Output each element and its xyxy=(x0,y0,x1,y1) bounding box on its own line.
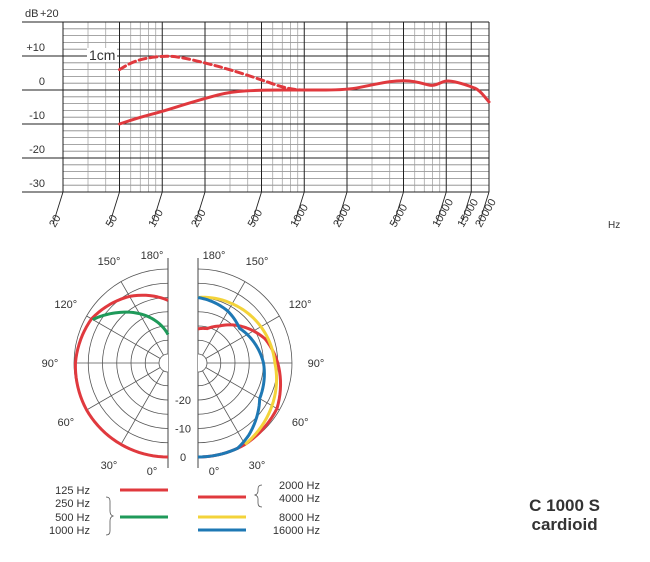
polar-angle-label: 90° xyxy=(42,358,59,370)
x-tick-label: 1000 xyxy=(288,202,311,229)
annotation-1cm: 1cm xyxy=(89,47,115,63)
legend-label: 8000 Hz xyxy=(279,512,320,524)
polar-angle-label: 30° xyxy=(101,460,118,472)
polar-curve-16000-Hz xyxy=(197,296,266,459)
x-tick-label: 50 xyxy=(104,213,121,230)
model-label: C 1000 S cardioid xyxy=(529,496,600,534)
model-pattern: cardioid xyxy=(531,515,598,534)
polar-angle-label: 120° xyxy=(289,299,312,311)
polar-angle-label: 150° xyxy=(98,256,121,268)
legend-label: 16000 Hz xyxy=(273,525,320,537)
legend-brace xyxy=(253,484,263,508)
y-tick-label: +10 xyxy=(26,42,45,54)
polar-ring-label: -20 xyxy=(175,395,191,407)
polar-curve-250-Hz-500-Hz-1000-Hz xyxy=(92,310,170,336)
y-axis-label: dB xyxy=(25,8,38,20)
polar-spoke xyxy=(86,315,161,359)
y-tick-label: -30 xyxy=(29,178,45,190)
x-tick-mark xyxy=(251,191,262,225)
x-tick-mark xyxy=(52,191,64,225)
x-tick-mark xyxy=(393,191,404,225)
x-axis-label: Hz xyxy=(608,220,620,231)
polar-center-hole xyxy=(197,353,208,373)
polar-angle-label: 180° xyxy=(141,250,164,262)
x-tick-mark xyxy=(478,191,490,225)
x-tick-mark xyxy=(151,191,163,225)
legend-label: 125 Hz xyxy=(55,485,90,497)
polar-spoke xyxy=(202,370,246,445)
frequency-response-chart: +20 +10 0 -10 -20 -30 dB 20 50 100 200 500 1000 2000 5… xyxy=(22,8,620,231)
polar-angle-label: 30° xyxy=(249,460,266,472)
polar-spoke xyxy=(120,281,164,356)
y-tick-label: 0 xyxy=(39,76,45,88)
legend-label: 250 Hz xyxy=(55,498,90,510)
polar-angle-label: 150° xyxy=(246,256,269,268)
polar-angle-label: 90° xyxy=(308,358,325,370)
legend-brace xyxy=(105,496,115,536)
polar-spoke xyxy=(202,281,246,356)
x-tick-mark xyxy=(336,191,348,225)
legend-label: 500 Hz xyxy=(55,512,90,524)
polar-curve-8000-Hz xyxy=(197,295,279,446)
polar-ring-label: 0 xyxy=(180,452,186,464)
x-tick-label: 200 xyxy=(189,208,209,230)
x-tick-label: 100 xyxy=(146,208,166,230)
y-tick-label: -20 xyxy=(29,144,45,156)
polar-angle-label: 0° xyxy=(209,466,220,478)
x-tick-label: 500 xyxy=(246,208,266,230)
x-tick-mark xyxy=(109,191,120,225)
polar-spoke xyxy=(120,370,164,445)
x-tick-mark xyxy=(194,191,206,225)
x-tick-label: 5000 xyxy=(388,202,411,229)
polar-angle-label: 180° xyxy=(203,250,226,262)
polar-center-hole xyxy=(158,353,169,373)
polar-pattern-chart: 0° 30° 60° 90° 120° 150° 180° 0° 30° 60° 90° 120° 15… xyxy=(42,250,325,537)
x-tick-mark xyxy=(435,191,447,225)
polar-spoke xyxy=(86,367,161,411)
x-tick-label: 2000 xyxy=(331,202,354,229)
model-name: C 1000 S xyxy=(529,496,600,515)
x-tick-label: 10000 xyxy=(430,197,456,229)
y-tick-label: -10 xyxy=(29,110,45,122)
legend-label: 1000 Hz xyxy=(49,525,90,537)
polar-ring-label: -10 xyxy=(175,424,191,436)
legend-label: 2000 Hz xyxy=(279,480,320,492)
polar-curve-2000-Hz-4000-Hz xyxy=(197,323,283,459)
annotation-bg xyxy=(87,48,117,62)
x-tick-label: 20 xyxy=(47,213,64,230)
series-far-field-line xyxy=(118,79,491,126)
legend-label: 4000 Hz xyxy=(279,493,320,505)
polar-angle-label: 60° xyxy=(292,417,309,429)
polar-curve-125-Hz xyxy=(73,293,169,459)
polar-spoke xyxy=(205,367,280,411)
polar-angle-label: 120° xyxy=(54,299,77,311)
polar-angle-label: 60° xyxy=(57,417,74,429)
polar-spoke xyxy=(205,315,280,359)
y-tick-label: +20 xyxy=(40,8,59,20)
x-tick-mark xyxy=(460,191,472,225)
x-tick-mark xyxy=(293,191,305,225)
polar-angle-label: 0° xyxy=(147,466,158,478)
series-1cm-line xyxy=(118,54,306,92)
